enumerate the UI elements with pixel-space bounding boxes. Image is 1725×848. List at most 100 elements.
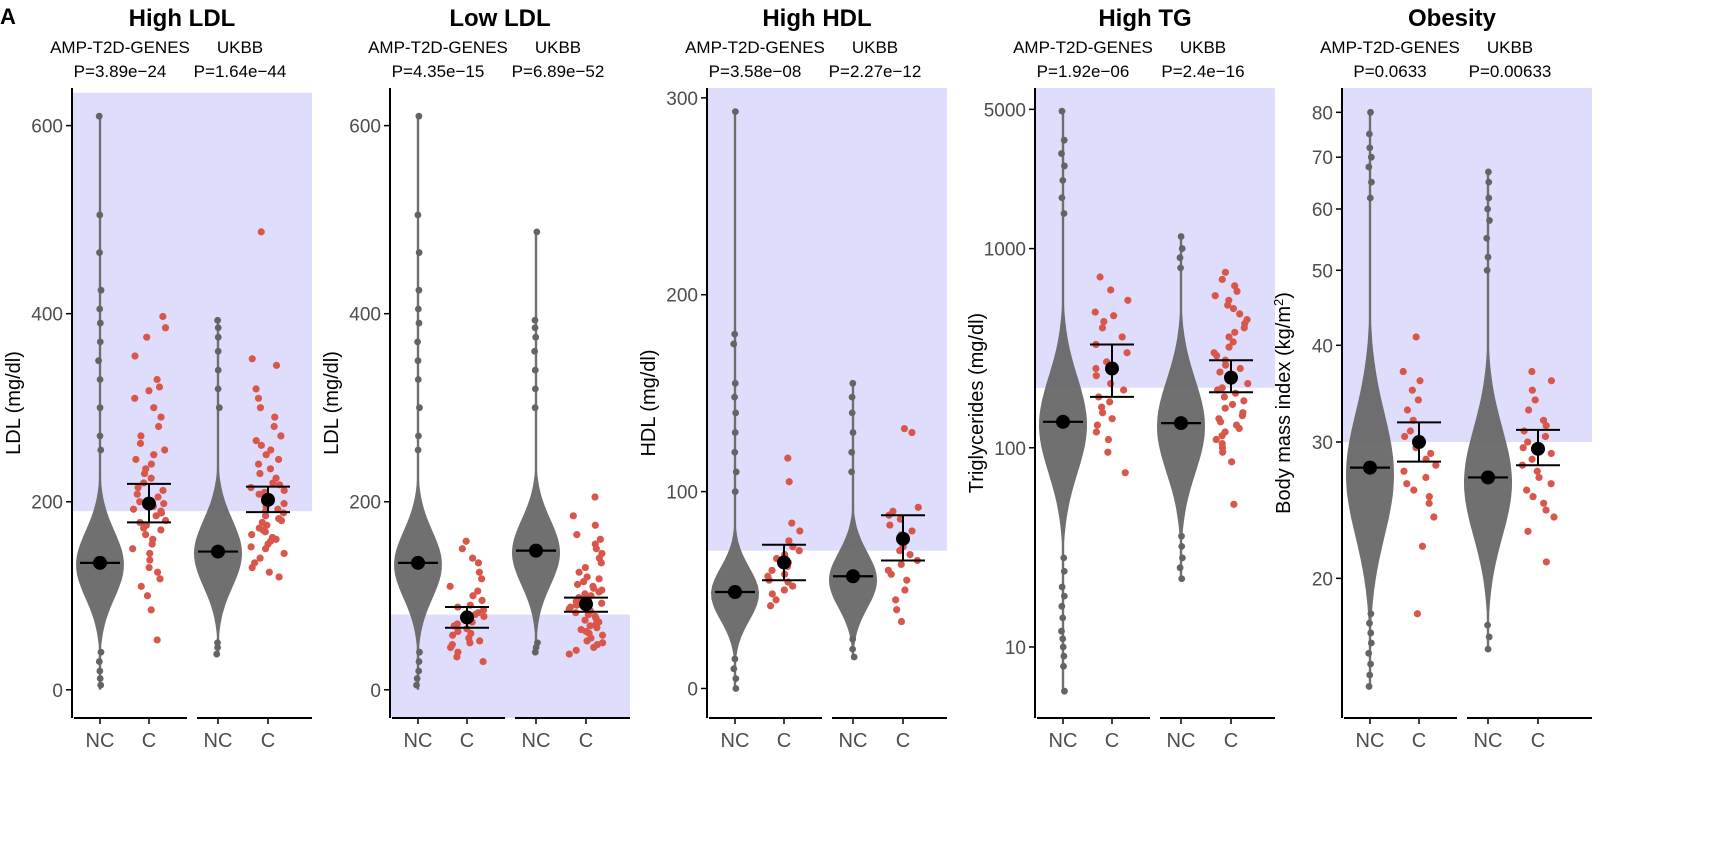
carrier-point (256, 404, 265, 412)
noncarrier-point (533, 228, 541, 236)
carrier-point (1542, 558, 1550, 566)
carrier-point (143, 592, 152, 600)
carrier-point (1547, 449, 1555, 458)
carrier-point (1225, 333, 1233, 341)
carrier-point (1233, 287, 1241, 295)
carrier-mean-point (1412, 435, 1426, 450)
carrier-point (900, 424, 909, 433)
noncarrier-point (848, 448, 856, 456)
noncarrier-point (414, 211, 422, 219)
y-tick-label: 100 (994, 439, 1026, 460)
carrier-point (1096, 273, 1104, 281)
noncarrier-point (414, 376, 422, 383)
noncarrier-point (1365, 163, 1373, 171)
x-tick-label: C (579, 730, 593, 752)
carrier-point (598, 549, 606, 558)
p-value: P=1.64e−44 (194, 62, 287, 81)
carrier-point (275, 515, 283, 523)
noncarrier-point (1059, 643, 1067, 651)
carrier-point (906, 550, 914, 559)
carrier-point (160, 500, 168, 508)
noncarrier-point (213, 650, 221, 658)
noncarrier-point (96, 667, 104, 675)
noncarrier-point (415, 112, 423, 120)
carrier-mean-point (1531, 441, 1545, 456)
shaded-region (1036, 88, 1275, 388)
carrier-point (583, 573, 591, 581)
shaded-region (1343, 88, 1592, 443)
carrier-point (1547, 377, 1556, 385)
y-tick-label: 80 (1312, 103, 1333, 124)
carrier-point (1099, 409, 1107, 417)
carrier-point (1542, 506, 1550, 514)
carrier-point (1107, 379, 1115, 388)
x-tick-label: NC (721, 730, 750, 752)
carrier-point (569, 512, 577, 520)
carrier-point (1210, 349, 1218, 357)
carrier-point (1422, 473, 1430, 482)
noncarrier-point (1365, 649, 1373, 657)
y-tick-label: 200 (666, 286, 698, 307)
carrier-point (262, 451, 270, 459)
carrier-point (133, 490, 141, 498)
noncarrier-point (214, 333, 222, 341)
y-tick-label: 300 (666, 89, 698, 110)
carrier-point (478, 575, 486, 583)
noncarrier-point (849, 635, 857, 643)
noncarrier-point (1058, 627, 1065, 635)
carrier-point (884, 566, 892, 574)
carrier-point (1401, 432, 1409, 441)
carrier-point (268, 533, 277, 542)
noncarrier-point (1367, 660, 1374, 668)
noncarrier-point (1366, 671, 1374, 679)
carrier-point (267, 446, 275, 454)
chart-panel-3: High TG 10 100 1000 5000 Triglycerides (mg/dl… (966, 5, 1275, 752)
carrier-point (1535, 473, 1543, 482)
noncarrier-point (1058, 194, 1066, 202)
x-tick-label: NC (204, 730, 233, 752)
y-tick-label: 400 (31, 305, 63, 326)
noncarrier-point (97, 286, 105, 294)
noncarrier-point (848, 409, 856, 417)
carrier-point (480, 612, 488, 621)
carrier-point (252, 437, 260, 445)
carrier-point (586, 622, 594, 630)
noncarrier-point (1484, 205, 1492, 213)
carrier-point (1403, 406, 1412, 414)
p-value: P=4.35e−15 (392, 62, 485, 81)
carrier-point (1413, 610, 1422, 618)
carrier-point (1231, 282, 1239, 290)
noncarrier-point (1366, 144, 1374, 152)
carrier-point (1239, 409, 1247, 417)
carrier-point (788, 519, 796, 527)
noncarrier-point (730, 665, 738, 673)
carrier-point (1425, 499, 1433, 507)
carrier-point (469, 554, 477, 562)
noncarrier-point (96, 249, 103, 256)
carrier-point (591, 540, 599, 548)
violin-noncarriers (76, 116, 124, 690)
carrier-point (462, 537, 470, 545)
carrier-point (1118, 333, 1126, 341)
noncarrier-point (532, 333, 540, 341)
noncarrier-point (1367, 108, 1374, 116)
carrier-point (1225, 296, 1233, 304)
carrier-point (474, 609, 482, 617)
noncarrier-point (415, 432, 422, 440)
carrier-point (1528, 455, 1536, 463)
carrier-point (475, 568, 483, 576)
noncarrier-point (1060, 592, 1068, 600)
x-tick-label: C (1412, 730, 1426, 752)
violin-noncarriers (194, 320, 242, 655)
noncarrier-point (95, 112, 103, 120)
carrier-point (159, 312, 167, 321)
carrier-point (449, 631, 457, 639)
carrier-point (1525, 406, 1533, 414)
noncarrier-point (214, 639, 221, 647)
noncarrier-point (849, 429, 857, 436)
carrier-point (1104, 435, 1113, 444)
noncarrier-point (1485, 178, 1493, 186)
study-label: AMP-T2D-GENES (1013, 38, 1153, 57)
y-axis-label: LDL (mg/dl) (321, 351, 343, 455)
noncarrier-point (97, 648, 105, 656)
